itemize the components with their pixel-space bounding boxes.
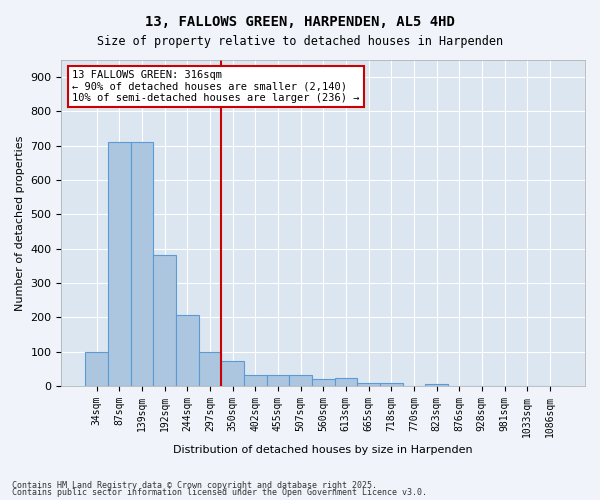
Bar: [221, 361, 244, 386]
Text: 13, FALLOWS GREEN, HARPENDEN, AL5 4HD: 13, FALLOWS GREEN, HARPENDEN, AL5 4HD: [145, 15, 455, 29]
Text: Size of property relative to detached houses in Harpenden: Size of property relative to detached ho…: [97, 35, 503, 48]
Bar: [289, 375, 312, 386]
Bar: [244, 375, 266, 386]
Bar: [108, 142, 131, 386]
Bar: [153, 256, 176, 386]
Bar: [266, 374, 289, 386]
Bar: [312, 379, 335, 386]
Bar: [85, 352, 108, 386]
X-axis label: Distribution of detached houses by size in Harpenden: Distribution of detached houses by size …: [173, 445, 473, 455]
Text: Contains public sector information licensed under the Open Government Licence v3: Contains public sector information licen…: [12, 488, 427, 497]
Bar: [425, 384, 448, 386]
Bar: [357, 383, 380, 386]
Bar: [380, 383, 403, 386]
Text: Contains HM Land Registry data © Crown copyright and database right 2025.: Contains HM Land Registry data © Crown c…: [12, 480, 377, 490]
Y-axis label: Number of detached properties: Number of detached properties: [15, 135, 25, 310]
Bar: [335, 378, 357, 386]
Bar: [176, 315, 199, 386]
Bar: [131, 142, 153, 386]
Text: 13 FALLOWS GREEN: 316sqm
← 90% of detached houses are smaller (2,140)
10% of sem: 13 FALLOWS GREEN: 316sqm ← 90% of detach…: [72, 70, 359, 103]
Bar: [199, 352, 221, 386]
